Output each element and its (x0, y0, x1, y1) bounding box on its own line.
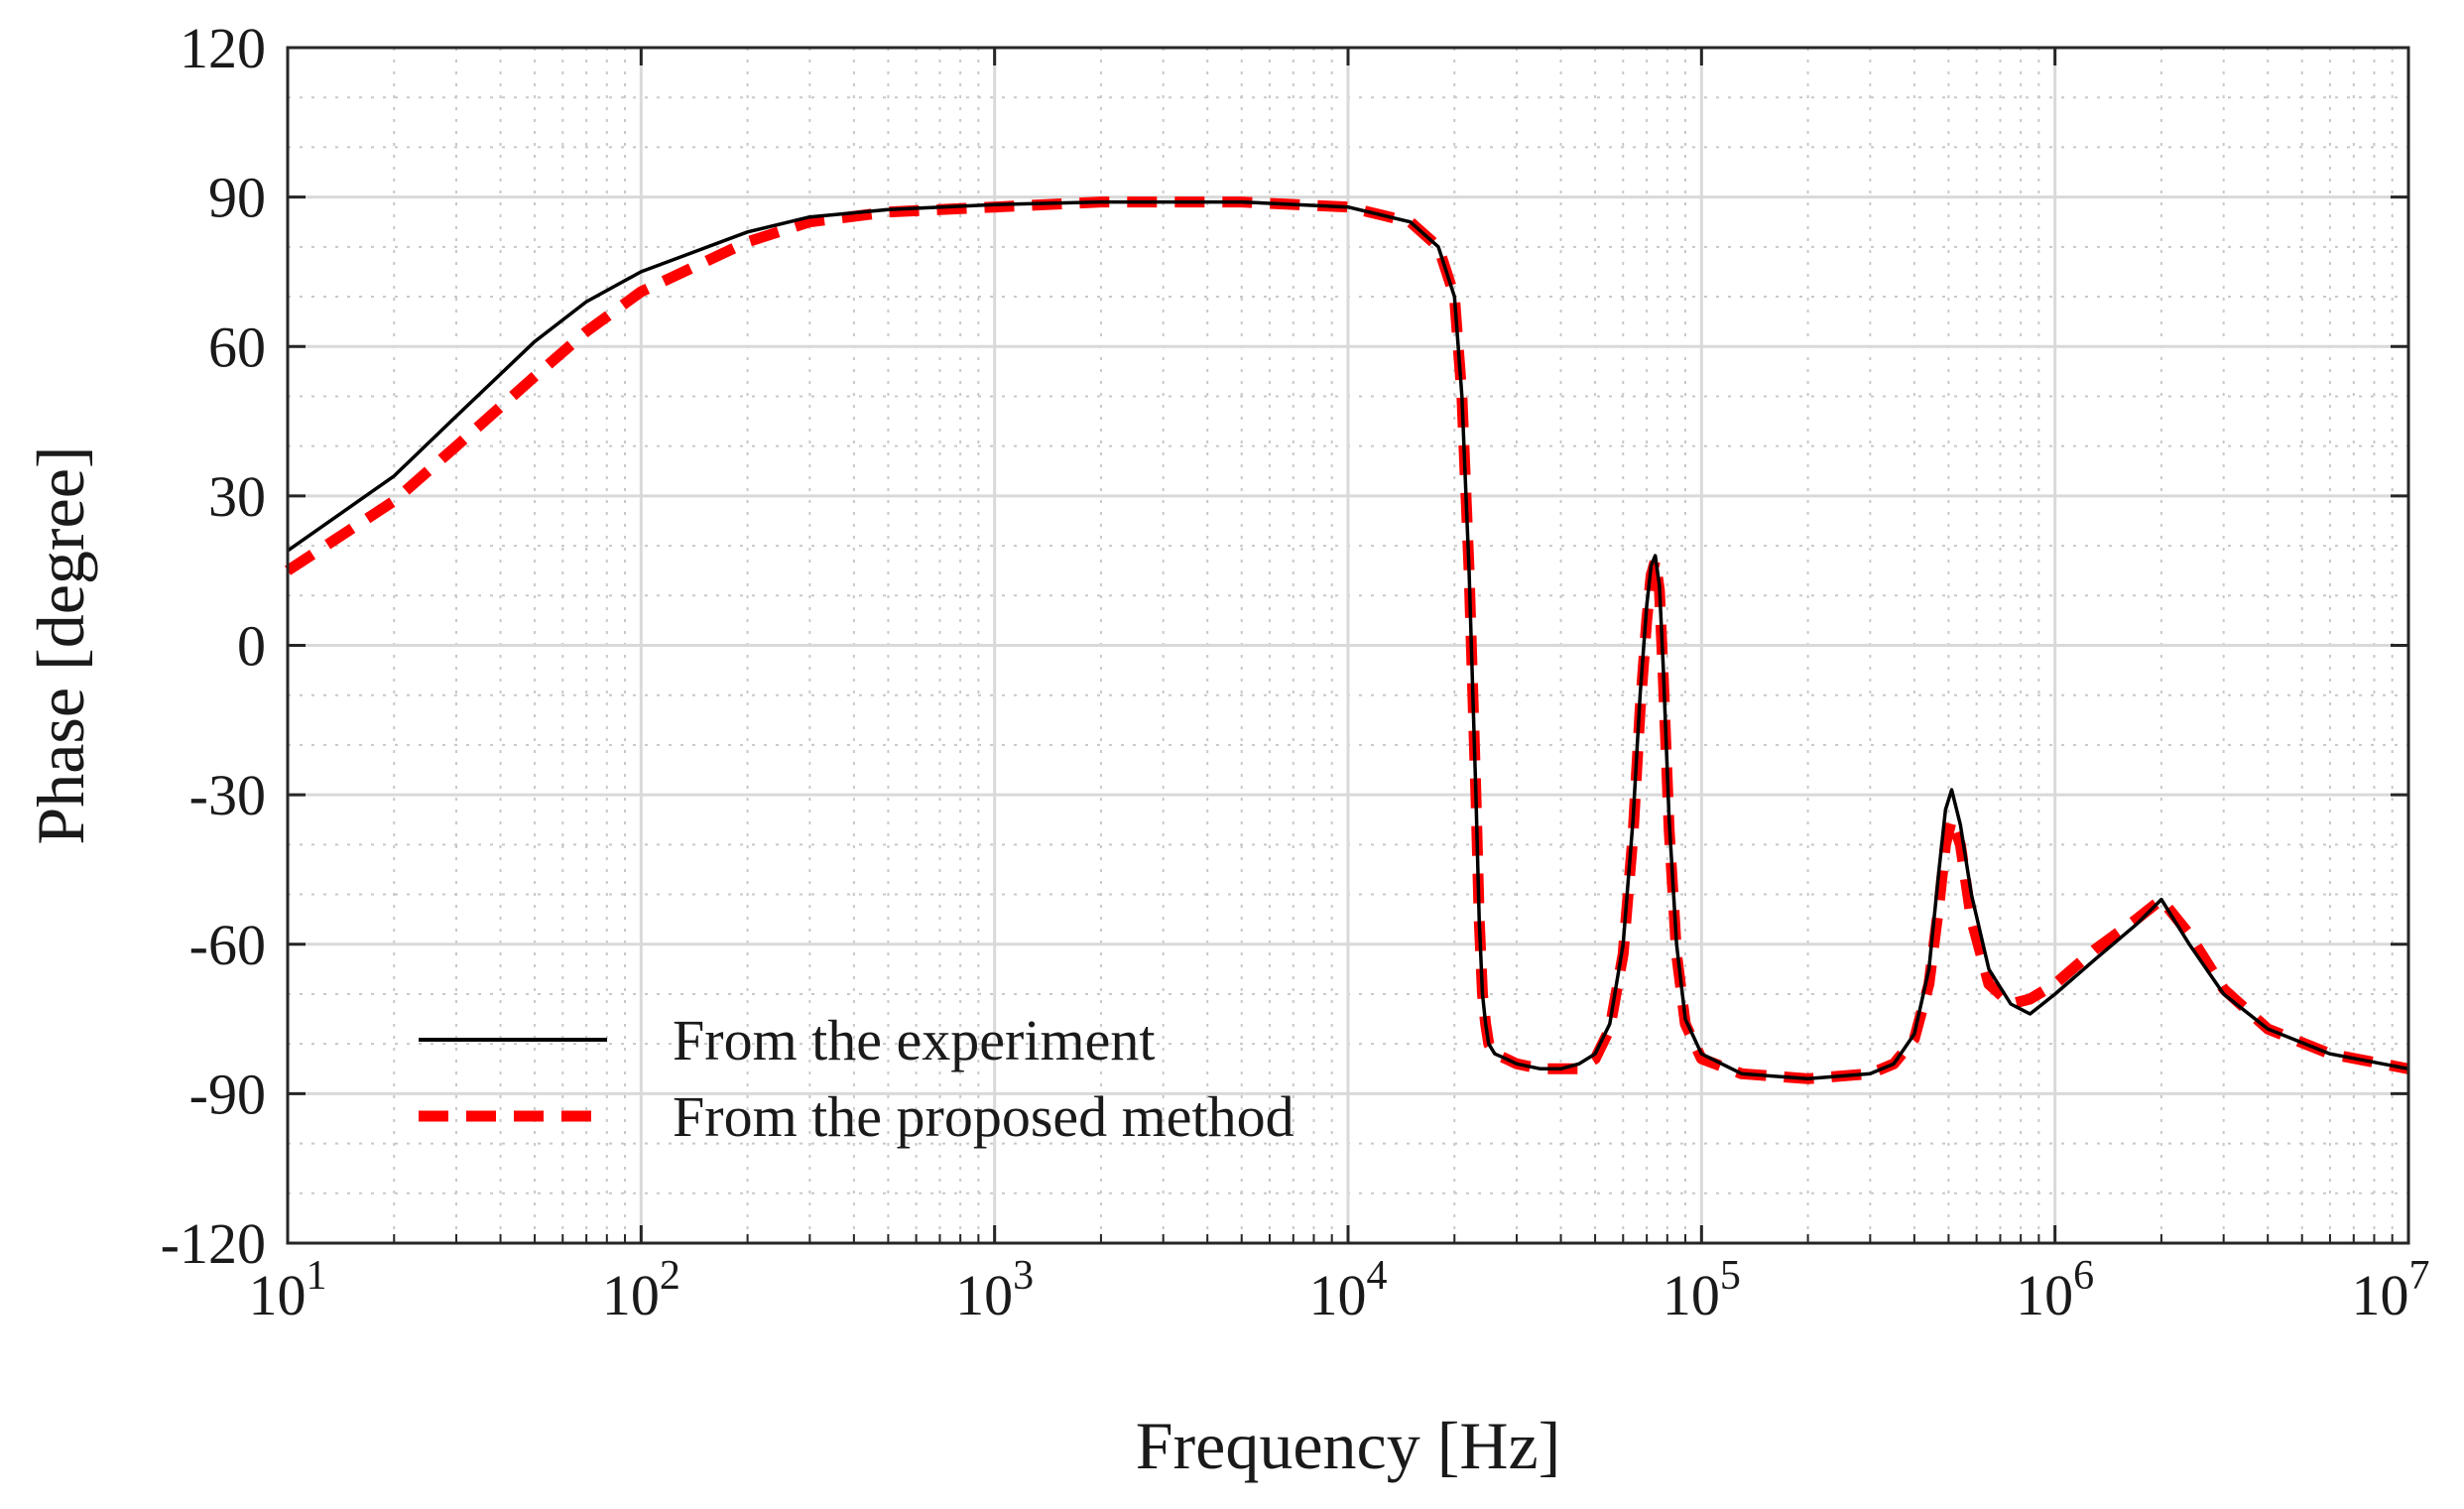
x-tick-base: 10 (602, 1263, 660, 1327)
tick-marks (286, 46, 2410, 1245)
y-tick-label: -120 (161, 1211, 266, 1276)
x-tick-exponent: 1 (307, 1253, 327, 1299)
x-tick-base: 10 (249, 1263, 307, 1327)
y-tick-label: -60 (189, 913, 266, 977)
y-tick-label: 0 (237, 614, 266, 679)
series-line-experiment (286, 199, 2409, 1081)
x-tick-exponent: 4 (1367, 1253, 1388, 1299)
x-tick-base: 10 (2352, 1263, 2409, 1327)
y-axis-title: Phase [degree] (23, 445, 98, 844)
y-tick-label: 120 (180, 16, 266, 80)
x-tick-base: 10 (2016, 1263, 2073, 1327)
x-tick-label: 107 (2352, 1253, 2430, 1327)
series-layer (284, 196, 2410, 1084)
x-tick-exponent: 5 (1720, 1253, 1741, 1299)
y-tick-label: -30 (189, 763, 266, 827)
legend-label-experiment: From the experiment (673, 1008, 1155, 1072)
legend: From the experiment From the proposed me… (419, 1008, 1294, 1149)
legend-label-proposed: From the proposed method (673, 1084, 1294, 1149)
x-tick-label: 105 (1663, 1253, 1741, 1327)
x-tick-exponent: 7 (2409, 1253, 2430, 1299)
x-tick-base: 10 (1309, 1263, 1367, 1327)
x-tick-label: 101 (249, 1253, 327, 1327)
x-tick-label: 103 (955, 1253, 1034, 1327)
x-tick-base: 10 (1663, 1263, 1720, 1327)
y-tick-label: 90 (208, 166, 266, 230)
x-tick-label: 104 (1309, 1253, 1388, 1327)
x-axis-title: Frequency [Hz] (1136, 1408, 1561, 1483)
x-tick-label: 106 (2016, 1253, 2094, 1327)
y-tick-label: -90 (189, 1062, 266, 1126)
x-tick-exponent: 3 (1013, 1253, 1034, 1299)
x-tick-base: 10 (955, 1263, 1013, 1327)
y-tick-label: 30 (208, 464, 266, 529)
x-tick-label: 102 (602, 1253, 680, 1327)
x-tick-labels: 101 102 103 104 105 106 107 (249, 1253, 2430, 1327)
x-tick-exponent: 2 (660, 1253, 680, 1299)
y-tick-labels: 120 90 60 30 0 -30 -60 -90 -120 (161, 16, 266, 1276)
y-tick-label: 60 (208, 314, 266, 379)
x-tick-exponent: 6 (2073, 1253, 2094, 1299)
